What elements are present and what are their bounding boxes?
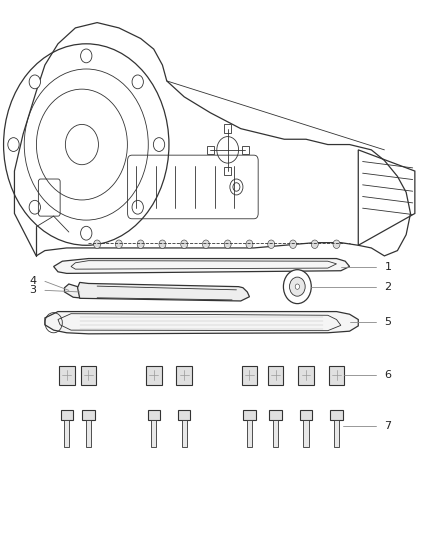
FancyBboxPatch shape: [224, 167, 231, 175]
Circle shape: [8, 138, 19, 151]
FancyBboxPatch shape: [59, 366, 74, 385]
FancyBboxPatch shape: [182, 420, 187, 447]
Circle shape: [159, 240, 166, 248]
FancyBboxPatch shape: [242, 366, 257, 385]
Circle shape: [29, 75, 40, 89]
Text: 6: 6: [385, 370, 392, 380]
Circle shape: [290, 240, 297, 248]
Circle shape: [224, 240, 231, 248]
Polygon shape: [64, 284, 88, 298]
Polygon shape: [78, 282, 250, 301]
Circle shape: [202, 240, 209, 248]
FancyBboxPatch shape: [269, 410, 282, 420]
FancyBboxPatch shape: [242, 146, 249, 154]
Circle shape: [137, 240, 144, 248]
FancyBboxPatch shape: [60, 410, 73, 420]
FancyBboxPatch shape: [207, 146, 214, 154]
FancyBboxPatch shape: [82, 410, 95, 420]
Circle shape: [295, 284, 300, 289]
FancyBboxPatch shape: [247, 420, 252, 447]
Polygon shape: [45, 312, 358, 334]
FancyBboxPatch shape: [178, 410, 190, 420]
Text: 5: 5: [385, 317, 392, 327]
Circle shape: [81, 227, 92, 240]
FancyBboxPatch shape: [177, 366, 192, 385]
Circle shape: [153, 138, 165, 151]
Circle shape: [81, 49, 92, 63]
Circle shape: [132, 75, 143, 89]
Polygon shape: [53, 259, 350, 273]
FancyBboxPatch shape: [86, 420, 91, 447]
Circle shape: [290, 277, 305, 296]
FancyBboxPatch shape: [81, 366, 96, 385]
FancyBboxPatch shape: [334, 420, 339, 447]
Circle shape: [246, 240, 253, 248]
FancyBboxPatch shape: [244, 410, 255, 420]
FancyBboxPatch shape: [151, 420, 156, 447]
Text: 3: 3: [29, 285, 36, 295]
FancyBboxPatch shape: [330, 410, 343, 420]
FancyBboxPatch shape: [146, 366, 162, 385]
Text: 1: 1: [385, 262, 392, 271]
Circle shape: [116, 240, 122, 248]
FancyBboxPatch shape: [304, 420, 309, 447]
Text: 4: 4: [29, 276, 36, 286]
FancyBboxPatch shape: [273, 420, 278, 447]
FancyBboxPatch shape: [300, 410, 312, 420]
FancyBboxPatch shape: [268, 366, 283, 385]
Circle shape: [268, 240, 275, 248]
Circle shape: [333, 240, 340, 248]
Circle shape: [94, 240, 101, 248]
Circle shape: [29, 200, 40, 214]
Circle shape: [311, 240, 318, 248]
FancyBboxPatch shape: [148, 410, 160, 420]
FancyBboxPatch shape: [328, 366, 344, 385]
Text: 2: 2: [385, 281, 392, 292]
FancyBboxPatch shape: [298, 366, 314, 385]
Circle shape: [283, 270, 311, 304]
Circle shape: [181, 240, 187, 248]
Circle shape: [132, 200, 143, 214]
Text: 7: 7: [385, 421, 392, 431]
FancyBboxPatch shape: [224, 124, 231, 133]
FancyBboxPatch shape: [64, 420, 69, 447]
